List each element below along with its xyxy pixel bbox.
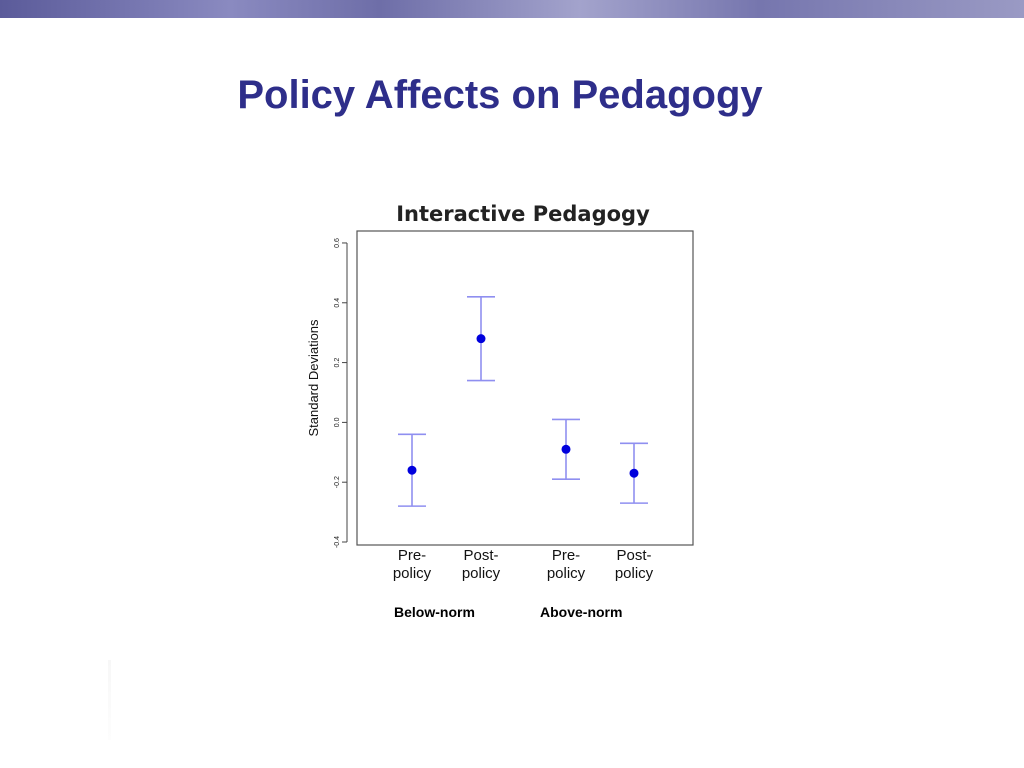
y-tick-label: 0.4 [334, 298, 341, 308]
y-tick-label: 0.0 [334, 417, 341, 427]
faint-margin-mark [108, 660, 111, 740]
band-segment [760, 0, 1024, 18]
data-points [407, 334, 639, 478]
band-segment [230, 0, 380, 18]
y-tick-label: 0.6 [334, 238, 341, 248]
data-point [407, 465, 417, 475]
x-tick-label-line: policy [462, 565, 501, 582]
x-tick-label-line: policy [547, 565, 586, 582]
data-point [629, 468, 639, 478]
y-axis: -0.4 -0.2 0.0 0.2 0.4 0.6 [334, 238, 348, 548]
y-tick-label: 0.2 [334, 358, 341, 368]
group-label-below-norm: Below-norm [394, 604, 475, 620]
x-axis-labels: Pre-policyPost-policyPre-policyPost-poli… [393, 547, 654, 582]
error-bars [398, 295, 648, 507]
top-decorative-band [0, 0, 1024, 18]
band-segment [580, 0, 760, 18]
x-tick-label-line: Pre- [398, 547, 426, 564]
y-axis-title: Standard Deviations [306, 319, 321, 437]
x-tick-label-line: policy [615, 565, 654, 582]
data-point [476, 334, 486, 344]
x-tick-label: Pre-policy [547, 547, 586, 582]
chart-title: Interactive Pedagogy [396, 202, 650, 226]
x-tick-label-line: Post- [616, 547, 651, 564]
y-tick-label: -0.4 [334, 536, 341, 548]
plot-area [356, 230, 694, 546]
slide-title: Policy Affects on Pedagogy [237, 73, 763, 117]
x-tick-label: Post-policy [615, 547, 654, 582]
x-tick-label-line: Post- [463, 547, 498, 564]
y-tick-label: -0.2 [334, 476, 341, 488]
data-point [561, 444, 571, 454]
band-segment [0, 0, 230, 18]
group-label-above-norm: Above-norm [540, 604, 623, 620]
error-bar-chart: Interactive Pedagogy -0.4 -0.2 0.0 0.2 0.4 0.… [306, 202, 694, 582]
x-tick-label-line: Pre- [552, 547, 580, 564]
x-tick-label: Post-policy [462, 547, 501, 582]
band-segment [380, 0, 580, 18]
x-tick-label: Pre-policy [393, 547, 432, 582]
x-tick-label-line: policy [393, 565, 432, 582]
